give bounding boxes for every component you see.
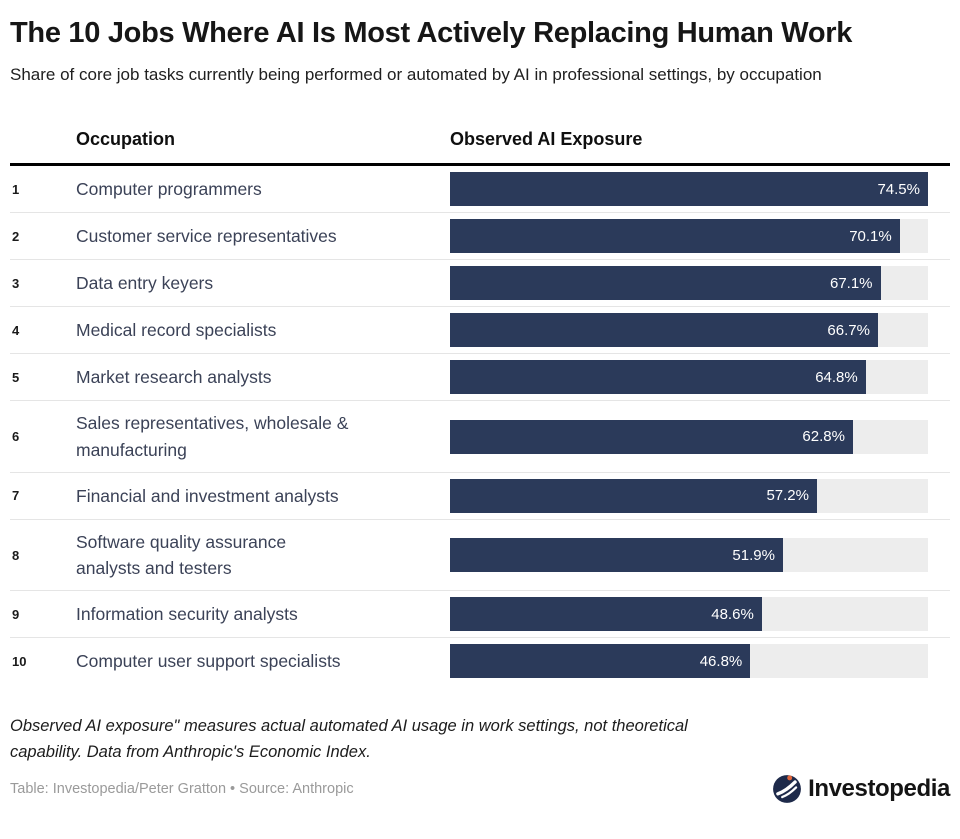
exposure-value-label: 62.8% bbox=[802, 428, 845, 446]
row-rank: 4 bbox=[12, 322, 20, 338]
exposure-value-label: 70.1% bbox=[849, 227, 892, 245]
investopedia-logo-icon bbox=[773, 774, 802, 803]
table-row: 10 Computer user support specialists 46.8% bbox=[10, 638, 950, 684]
exposure-bar-track: 64.8% bbox=[450, 360, 928, 395]
credit-line: Table: Investopedia/Peter Gratton • Sour… bbox=[10, 780, 354, 797]
exposure-bar-fill: 74.5% bbox=[450, 172, 928, 207]
exposure-value-label: 67.1% bbox=[829, 274, 873, 292]
exposure-bar: 62.8% bbox=[450, 419, 928, 454]
row-rank: 3 bbox=[12, 275, 20, 291]
exposure-bar-fill: 57.2% bbox=[450, 478, 817, 513]
exposure-value-label: 48.6% bbox=[711, 605, 754, 623]
exposure-bar-fill: 51.9% bbox=[450, 538, 783, 573]
table-row: 5 Market research analysts 64.8% bbox=[10, 354, 950, 402]
exposure-bar: 57.2% bbox=[450, 478, 928, 513]
occupation-label: Medical record specialists bbox=[76, 320, 277, 341]
table-row: 1 Computer programmers 74.5% bbox=[10, 166, 950, 214]
occupation-label: Data entry keyers bbox=[76, 273, 214, 294]
occupation-label: Customer service representatives bbox=[76, 226, 337, 247]
exposure-bar-track: 74.5% bbox=[450, 172, 928, 207]
exposure-bar-track: 51.9% bbox=[450, 538, 928, 573]
table-body: 1 Computer programmers 74.5% 2 Customer serv… bbox=[10, 166, 950, 684]
exposure-bar-track: 67.1% bbox=[450, 266, 928, 301]
exposure-bar-fill: 64.8% bbox=[450, 360, 866, 395]
chart-subtitle: Share of core job tasks currently being … bbox=[10, 64, 822, 84]
exposure-bar: 67.1% bbox=[450, 266, 928, 301]
exposure-bar-fill: 67.1% bbox=[450, 266, 881, 301]
exposure-bar-fill: 48.6% bbox=[450, 597, 762, 632]
row-rank: 7 bbox=[12, 488, 20, 504]
row-rank: 10 bbox=[12, 653, 27, 669]
exposure-bar-track: 57.2% bbox=[450, 478, 928, 513]
table-row: 9 Information security analysts 48.6% bbox=[10, 591, 950, 639]
exposure-bar-fill: 62.8% bbox=[450, 419, 853, 454]
exposure-value-label: 74.5% bbox=[877, 180, 920, 198]
table-row: 8 Software quality assurance analysts and… bbox=[10, 520, 950, 592]
exposure-value-label: 57.2% bbox=[766, 487, 809, 505]
exposure-bar-fill: 70.1% bbox=[450, 219, 900, 254]
table-row: 4 Medical record specialists 66.7% bbox=[10, 307, 950, 355]
row-rank: 5 bbox=[12, 369, 20, 385]
row-rank: 9 bbox=[12, 606, 20, 622]
investopedia-logo: Investopedia bbox=[772, 774, 950, 804]
exposure-bar: 64.8% bbox=[450, 360, 928, 395]
occupation-label: Financial and investment analysts bbox=[76, 485, 339, 506]
exposure-bar-fill: 66.7% bbox=[450, 313, 878, 348]
row-rank: 2 bbox=[12, 228, 20, 244]
table-row: 2 Customer service representatives 70.1% bbox=[10, 213, 950, 261]
exposure-bar-track: 46.8% bbox=[450, 644, 928, 679]
exposure-bar: 66.7% bbox=[450, 313, 928, 348]
exposure-bar: 51.9% bbox=[450, 538, 928, 573]
row-rank: 6 bbox=[12, 429, 20, 445]
exposure-bar-fill: 46.8% bbox=[450, 644, 751, 679]
occupation-label: Market research analysts bbox=[76, 367, 272, 388]
exposure-value-label: 64.8% bbox=[815, 368, 858, 386]
occupation-label: Information security analysts bbox=[76, 604, 298, 625]
row-rank: 8 bbox=[12, 547, 20, 563]
attribution-bar: Table: Investopedia/Peter Gratton • Sour… bbox=[10, 774, 950, 804]
exposure-bar-track: 66.7% bbox=[450, 313, 928, 348]
table-header: Occupation Observed AI Exposure bbox=[10, 129, 950, 167]
table-row: 6 Sales representatives, wholesale & manu… bbox=[10, 401, 950, 473]
investopedia-logo-text: Investopedia bbox=[808, 774, 950, 802]
column-header-occupation: Occupation bbox=[76, 129, 176, 150]
exposure-bar-track: 48.6% bbox=[450, 597, 928, 632]
chart-title: The 10 Jobs Where AI Is Most Actively Re… bbox=[10, 17, 853, 49]
table-row: 7 Financial and investment analysts 57.2% bbox=[10, 473, 950, 520]
exposure-bar: 46.8% bbox=[450, 644, 928, 679]
exposure-bar: 48.6% bbox=[450, 597, 928, 632]
row-rank: 1 bbox=[12, 181, 20, 197]
table-row: 3 Data entry keyers 67.1% bbox=[10, 260, 950, 308]
exposure-value-label: 51.9% bbox=[732, 546, 775, 564]
exposure-value-label: 46.8% bbox=[699, 652, 743, 670]
footnote: Observed AI exposure" measures actual au… bbox=[10, 717, 688, 761]
exposure-bar: 70.1% bbox=[450, 219, 928, 254]
exposure-bar-track: 70.1% bbox=[450, 219, 928, 254]
exposure-bar-track: 62.8% bbox=[450, 419, 928, 454]
occupation-label: Sales representatives, wholesale & manuf… bbox=[76, 413, 349, 460]
exposure-value-label: 66.7% bbox=[827, 321, 870, 339]
exposure-bar: 74.5% bbox=[450, 172, 928, 207]
occupation-label: Computer programmers bbox=[76, 179, 262, 200]
column-header-exposure: Observed AI Exposure bbox=[450, 129, 643, 150]
occupation-label: Software quality assurance analysts and … bbox=[76, 531, 287, 579]
occupation-label: Computer user support specialists bbox=[76, 651, 341, 672]
